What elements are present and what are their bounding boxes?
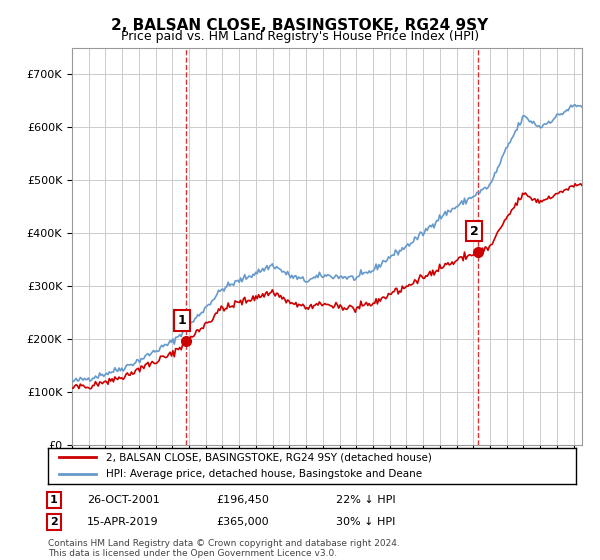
Text: £196,450: £196,450 (216, 495, 269, 505)
Text: 30% ↓ HPI: 30% ↓ HPI (336, 517, 395, 527)
Text: 1: 1 (50, 495, 58, 505)
Text: 2, BALSAN CLOSE, BASINGSTOKE, RG24 9SY: 2, BALSAN CLOSE, BASINGSTOKE, RG24 9SY (112, 18, 488, 33)
Text: 2: 2 (50, 517, 58, 527)
Text: Price paid vs. HM Land Registry's House Price Index (HPI): Price paid vs. HM Land Registry's House … (121, 30, 479, 43)
Text: 22% ↓ HPI: 22% ↓ HPI (336, 495, 395, 505)
Text: £365,000: £365,000 (216, 517, 269, 527)
Text: 26-OCT-2001: 26-OCT-2001 (87, 495, 160, 505)
Text: HPI: Average price, detached house, Basingstoke and Deane: HPI: Average price, detached house, Basi… (106, 469, 422, 479)
Text: 15-APR-2019: 15-APR-2019 (87, 517, 158, 527)
Text: 1: 1 (178, 314, 187, 327)
Text: 2, BALSAN CLOSE, BASINGSTOKE, RG24 9SY (detached house): 2, BALSAN CLOSE, BASINGSTOKE, RG24 9SY (… (106, 452, 432, 462)
Text: Contains HM Land Registry data © Crown copyright and database right 2024.
This d: Contains HM Land Registry data © Crown c… (48, 539, 400, 558)
Text: 2: 2 (470, 225, 479, 238)
